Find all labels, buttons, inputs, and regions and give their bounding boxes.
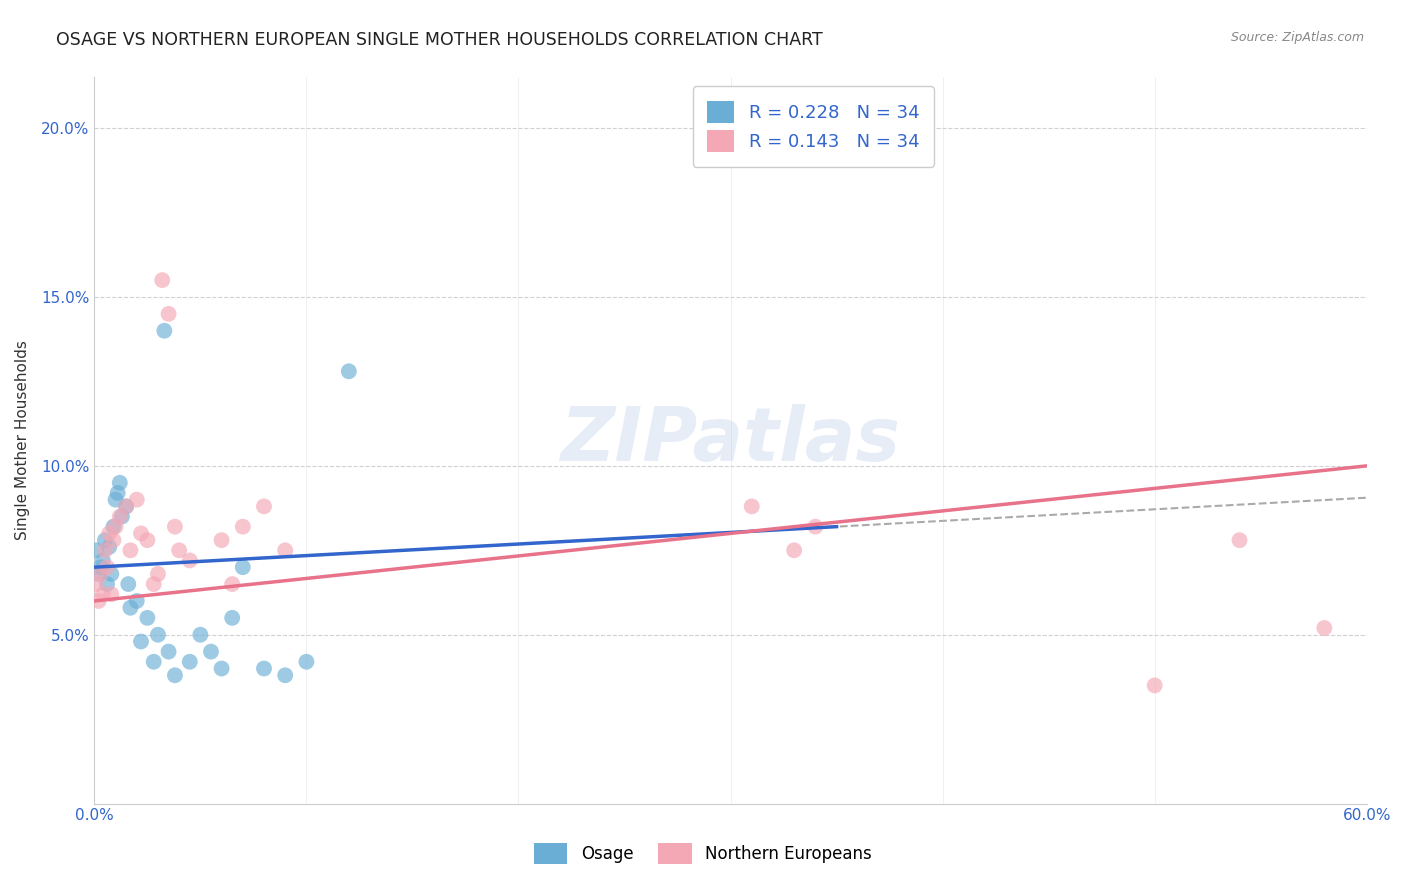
Point	[120, 600, 142, 615]
Point	[783, 543, 806, 558]
Point	[91, 553, 114, 567]
Point	[211, 533, 233, 548]
Point	[108, 475, 131, 490]
Point	[87, 566, 110, 581]
Point	[103, 519, 125, 533]
Point	[146, 628, 169, 642]
Point	[741, 500, 763, 514]
Point	[125, 492, 148, 507]
Point	[157, 645, 180, 659]
Point	[98, 526, 121, 541]
Point	[232, 560, 254, 574]
Point	[221, 577, 243, 591]
Point	[274, 543, 297, 558]
Point	[200, 645, 222, 659]
Point	[94, 533, 117, 548]
Point	[804, 519, 827, 533]
Point	[142, 655, 165, 669]
Point	[100, 566, 122, 581]
Point	[100, 587, 122, 601]
Text: Source: ZipAtlas.com: Source: ZipAtlas.com	[1230, 31, 1364, 45]
Point	[129, 526, 152, 541]
Point	[104, 519, 127, 533]
Point	[1313, 621, 1336, 635]
Point	[167, 543, 190, 558]
Point	[111, 509, 134, 524]
Point	[86, 577, 108, 591]
Point	[87, 594, 110, 608]
Point	[274, 668, 297, 682]
Point	[136, 611, 159, 625]
Text: OSAGE VS NORTHERN EUROPEAN SINGLE MOTHER HOUSEHOLDS CORRELATION CHART: OSAGE VS NORTHERN EUROPEAN SINGLE MOTHER…	[56, 31, 823, 49]
Point	[98, 540, 121, 554]
Point	[90, 566, 112, 581]
Point	[232, 519, 254, 533]
Point	[115, 500, 138, 514]
Point	[91, 587, 114, 601]
Point	[221, 611, 243, 625]
Point	[142, 577, 165, 591]
Point	[163, 519, 186, 533]
Legend: Osage, Northern Europeans: Osage, Northern Europeans	[527, 837, 879, 871]
Point	[1229, 533, 1251, 548]
Point	[103, 533, 125, 548]
Point	[86, 543, 108, 558]
Point	[253, 500, 276, 514]
Point	[179, 553, 201, 567]
Point	[96, 560, 118, 574]
Point	[253, 661, 276, 675]
Point	[295, 655, 318, 669]
Point	[163, 668, 186, 682]
Text: ZIPatlas: ZIPatlas	[561, 404, 901, 477]
Point	[146, 566, 169, 581]
Point	[179, 655, 201, 669]
Point	[150, 273, 173, 287]
Point	[190, 628, 212, 642]
Point	[115, 500, 138, 514]
Point	[125, 594, 148, 608]
Point	[96, 577, 118, 591]
Point	[157, 307, 180, 321]
Point	[107, 486, 129, 500]
Point	[129, 634, 152, 648]
Legend: R = 0.228   N = 34, R = 0.143   N = 34: R = 0.228 N = 34, R = 0.143 N = 34	[693, 87, 934, 167]
Point	[1143, 678, 1166, 692]
Point	[94, 543, 117, 558]
Point	[104, 492, 127, 507]
Point	[136, 533, 159, 548]
Point	[337, 364, 360, 378]
Point	[120, 543, 142, 558]
Point	[90, 560, 112, 574]
Point	[153, 324, 176, 338]
Point	[117, 577, 139, 591]
Point	[211, 661, 233, 675]
Y-axis label: Single Mother Households: Single Mother Households	[15, 341, 30, 541]
Point	[108, 509, 131, 524]
